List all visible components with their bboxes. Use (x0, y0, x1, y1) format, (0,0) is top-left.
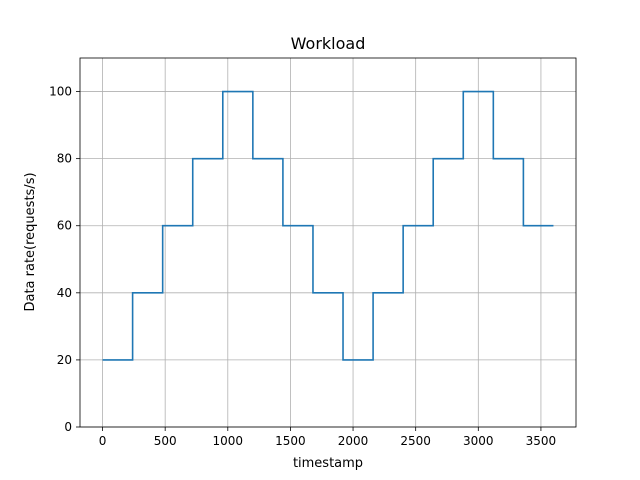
series-line-workload (102, 90, 554, 361)
y-tick-label: 40 (57, 286, 72, 300)
y-tick-label: 0 (64, 420, 72, 434)
x-tick-label: 0 (99, 434, 107, 448)
x-tick-label: 2500 (400, 434, 431, 448)
y-tick-label: 100 (49, 85, 72, 99)
x-tick-label: 500 (154, 434, 177, 448)
x-tick-label: 3000 (463, 434, 494, 448)
series-layer (102, 90, 554, 361)
plot-frame (79, 57, 577, 428)
chart-title: Workload (291, 34, 366, 53)
x-axis-label: timestamp (293, 456, 363, 471)
y-tick-label: 60 (57, 219, 72, 233)
x-tick-label: 1500 (275, 434, 306, 448)
x-tick-label: 2000 (338, 434, 369, 448)
y-tick-label: 20 (57, 353, 72, 367)
y-axis-label: Data rate(requests/s) (23, 172, 38, 311)
x-tick-label: 3500 (526, 434, 557, 448)
x-tick-label: 1000 (213, 434, 244, 448)
ticks: 0 500 1000 1500 2000 2500 3000 3500 0 20 40 60 80 100 (49, 85, 556, 448)
y-tick-label: 80 (57, 152, 72, 166)
